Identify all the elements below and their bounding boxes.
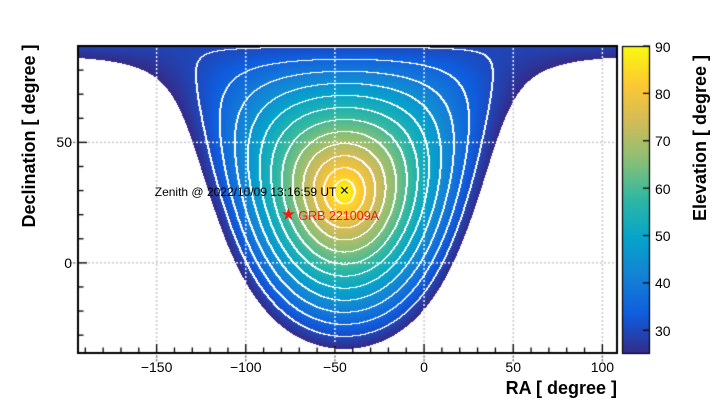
colorbar-tick-label: 60: [655, 180, 671, 197]
zenith-x-icon: ×: [339, 182, 350, 200]
colorbar-tick-label: 50: [655, 228, 671, 245]
x-tick-label: 50: [505, 359, 521, 375]
y-tick-label: 50: [56, 134, 72, 151]
zenith-annotation-text: Zenith @ 2022/10/09 13:16:59 UT: [154, 184, 337, 199]
x-tick-label: −150: [140, 359, 173, 375]
colorbar-tick-label: 30: [655, 322, 671, 339]
x-tick-label: −100: [229, 359, 262, 375]
colorbar-title: Elevation [ degree ]: [690, 54, 710, 222]
y-axis-title: Declination [ degree ]: [19, 44, 39, 228]
y-tick-label: 0: [64, 254, 72, 271]
x-tick-label: 100: [590, 359, 615, 375]
colorbar-tick-label: 90: [655, 38, 671, 55]
colorbar-tick-label: 40: [655, 275, 671, 292]
colorbar-tick-label: 80: [655, 85, 671, 102]
grb-annotation-text: GRB 221009A: [298, 209, 379, 224]
x-tick-label: 0: [420, 359, 428, 375]
colorbar-tick-label: 70: [655, 133, 671, 150]
x-tick-label: −50: [323, 359, 347, 375]
x-axis-title: RA [ degree ]: [505, 378, 617, 398]
grb-star-icon: ★: [280, 205, 297, 226]
